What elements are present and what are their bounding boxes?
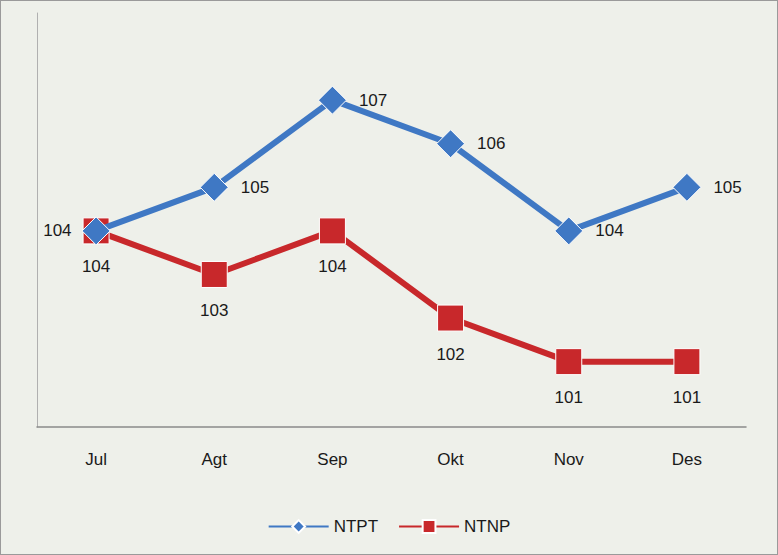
svg-text:104: 104 <box>82 257 110 276</box>
svg-text:104: 104 <box>43 221 71 240</box>
svg-text:Jul: Jul <box>85 450 107 469</box>
svg-text:Des: Des <box>672 450 702 469</box>
svg-text:NTNP: NTNP <box>464 517 510 536</box>
svg-text:105: 105 <box>241 178 269 197</box>
svg-text:101: 101 <box>555 388 583 407</box>
svg-text:NTPT: NTPT <box>334 517 378 536</box>
svg-text:103: 103 <box>200 301 228 320</box>
svg-text:106: 106 <box>477 134 505 153</box>
svg-text:Nov: Nov <box>554 450 585 469</box>
svg-text:Sep: Sep <box>317 450 347 469</box>
svg-text:Okt: Okt <box>437 450 464 469</box>
svg-text:102: 102 <box>436 345 464 364</box>
svg-text:105: 105 <box>713 178 741 197</box>
svg-text:104: 104 <box>318 257 346 276</box>
svg-text:104: 104 <box>595 221 623 240</box>
svg-text:101: 101 <box>673 388 701 407</box>
svg-text:Agt: Agt <box>201 450 227 469</box>
svg-text:107: 107 <box>359 91 387 110</box>
